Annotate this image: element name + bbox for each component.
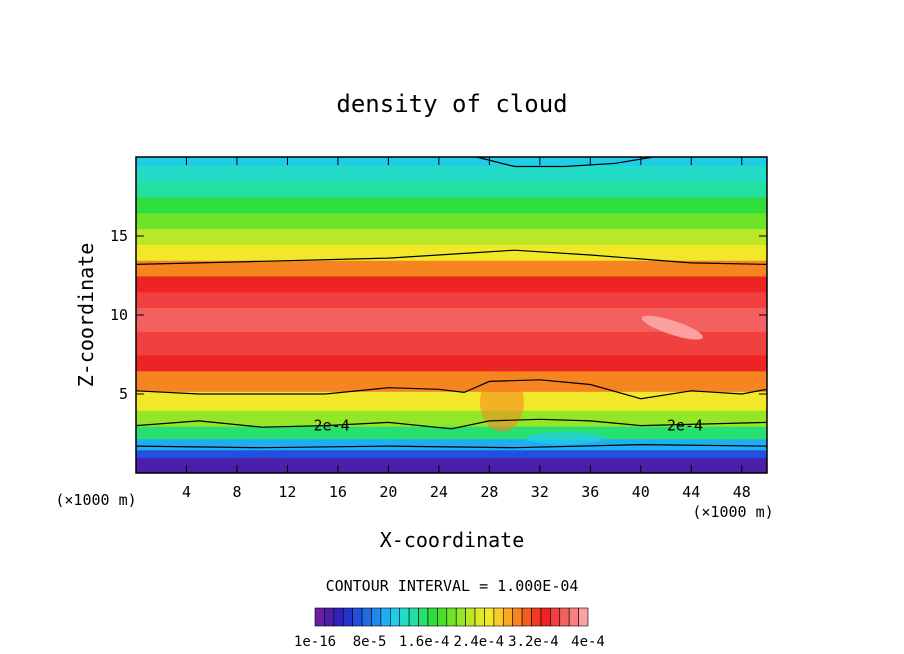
colorbar-tick-label: 8e-5 [353,634,387,650]
colorbar-tick-labels: 1e-16 8e-5 1.6e-4 2.4e-4 3.2e-4 4e-4 [294,634,605,650]
colorbar-swatch [408,607,419,627]
colorbar-swatch [446,607,457,627]
colorbar-swatch [578,607,589,627]
colorbar-swatch [474,607,485,627]
x-tick-label: 8 [232,483,241,501]
density-band [136,425,767,440]
colorbar-swatch [333,607,344,627]
colorbar-swatch [568,607,579,627]
colorbar-swatch [399,607,410,627]
x-tick-label: 16 [329,483,347,501]
x-tick-label: 36 [581,483,599,501]
density-maximum [641,315,703,340]
x-tick-label: 40 [632,483,650,501]
x-tick-label: 12 [278,483,296,501]
colorbar-swatch [502,607,513,627]
colorbar-tick-label: 4e-4 [571,634,605,650]
colorbar-tick-label: 1.6e-4 [399,634,450,650]
density-band [136,465,767,473]
colorbar-swatch [559,607,570,627]
x-tick-label: 28 [480,483,498,501]
x-axis-ticks: 4 8 12 16 20 24 28 32 36 40 44 48 [182,157,751,501]
density-band [136,438,767,451]
x-axis-label: X-coordinate [380,528,525,552]
density-band [136,291,767,309]
y-axis-label: Z-coordinate [74,243,98,388]
colorbar-tick-label: 1e-16 [294,634,336,650]
colorbar-swatch [427,607,438,627]
x-tick-label: 20 [379,483,397,501]
density-band [136,449,767,459]
density-band [136,228,767,245]
plot-area [136,157,767,473]
low-density-patch [525,432,606,445]
density-band [136,390,767,411]
x-tick-label: 44 [682,483,700,501]
colorbar-swatch [324,607,335,627]
density-features [479,315,703,445]
density-band [136,370,767,392]
colorbar-swatch [371,607,382,627]
contour-line [136,418,767,430]
density-band [136,457,767,467]
density-band [136,196,767,214]
chart-title: density of cloud [336,90,567,118]
colorbar-swatch [342,607,353,627]
density-band [136,259,767,277]
density-band [136,275,767,293]
y-tick-label: 10 [110,306,128,324]
x-unit-label-right: (×1000 m) [692,503,773,521]
contour-label: 2e-4 [667,417,703,435]
colorbar-swatch [550,607,561,627]
colorbar-swatch [380,607,391,627]
x-tick-label: 32 [531,483,549,501]
density-band [136,330,767,356]
colorbar-swatch [418,607,429,627]
colorbar-swatch [521,607,532,627]
colorbar-swatch [314,607,325,627]
density-band [136,164,767,182]
density-band [136,243,767,261]
colorbar-tick-label: 3.2e-4 [508,634,559,650]
contour-lines [136,157,767,449]
colorbar [314,607,589,627]
x-tick-label: 4 [182,483,191,501]
colorbar-swatch [361,607,372,627]
density-band [136,212,767,230]
y-tick-label: 5 [119,385,128,403]
density-band [136,180,767,198]
density-bands [136,157,767,473]
contour-line [476,157,654,168]
colorbar-swatch [465,607,476,627]
colorbar-tick-label: 2.4e-4 [454,634,505,650]
colorbar-swatch [540,607,551,627]
colorbar-swatch [352,607,363,627]
colorbar-swatch [390,607,401,627]
colorbar-swatch [531,607,542,627]
colorbar-swatch [437,607,448,627]
y-tick-label: 15 [110,227,128,245]
colorbar-swatch [455,607,466,627]
colorbar-swatch [493,607,504,627]
colorbar-swatch [484,607,495,627]
contour-labels: 2e-4 2e-4 [314,417,703,435]
colorbar-swatch [512,607,523,627]
y-axis-ticks: 5 10 15 [110,227,767,403]
contour-line [136,249,767,265]
contour-line [136,379,767,400]
updraft-region [479,371,524,432]
contour-line [136,443,767,449]
density-band [136,157,767,166]
x-tick-label: 48 [733,483,751,501]
density-band [136,354,767,372]
contour-label: 2e-4 [314,417,350,435]
x-tick-label: 24 [430,483,448,501]
contour-interval-text: CONTOUR INTERVAL = 1.000E-04 [326,577,579,595]
x-unit-label-left: (×1000 m) [55,491,136,509]
